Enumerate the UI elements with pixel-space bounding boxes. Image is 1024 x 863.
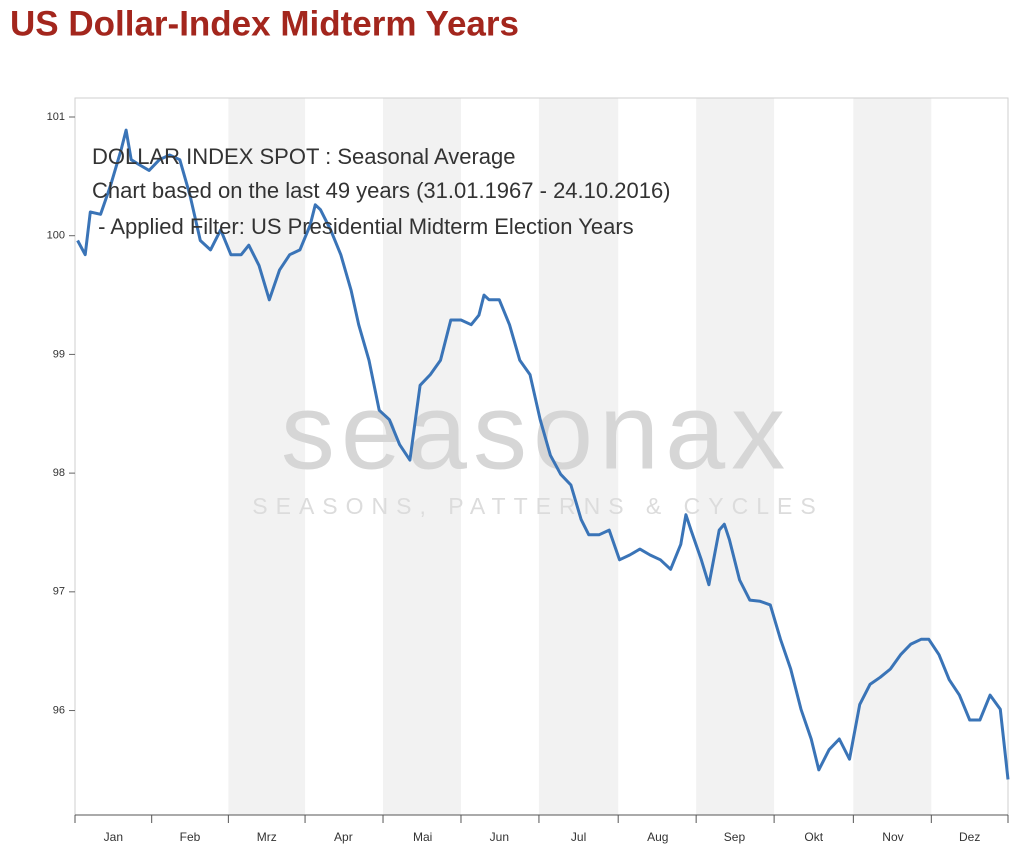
x-tick-label: Nov <box>882 830 903 844</box>
x-tick-label: Okt <box>804 830 823 844</box>
x-tick-label: Mai <box>413 830 432 844</box>
y-tick-label: 100 <box>47 230 65 242</box>
chart-title: US Dollar-Index Midterm Years <box>10 4 519 43</box>
month-band <box>853 98 932 815</box>
x-tick-label: Jun <box>490 830 509 844</box>
x-tick-label: Mrz <box>257 830 277 844</box>
y-tick-label: 101 <box>47 111 65 123</box>
y-tick-label: 99 <box>53 348 65 360</box>
x-tick-label: Aug <box>647 830 668 844</box>
month-bands <box>228 98 932 815</box>
x-tick-label: Sep <box>724 830 746 844</box>
month-band <box>383 98 461 815</box>
x-tick-label: Dez <box>959 830 980 844</box>
watermark-tagline: SEASONS, PATTERNS & CYCLES <box>252 493 823 519</box>
month-band <box>696 98 775 815</box>
y-tick-label: 96 <box>53 704 65 716</box>
annotation: Chart based on the last 49 years (31.01.… <box>92 178 671 203</box>
month-band <box>228 98 306 815</box>
x-tick-label: Jan <box>104 830 123 844</box>
y-tick-label: 97 <box>53 586 65 598</box>
x-tick-label: Apr <box>334 830 353 844</box>
annotation: - Applied Filter: US Presidential Midter… <box>92 214 634 239</box>
data-line <box>76 128 1010 780</box>
annotation: DOLLAR INDEX SPOT : Seasonal Average <box>92 144 516 169</box>
x-tick-label: Jul <box>571 830 586 844</box>
watermark-logo: seasonax <box>281 371 791 492</box>
y-tick-label: 98 <box>53 467 65 479</box>
x-tick-label: Feb <box>180 830 201 844</box>
marks <box>76 128 1010 780</box>
